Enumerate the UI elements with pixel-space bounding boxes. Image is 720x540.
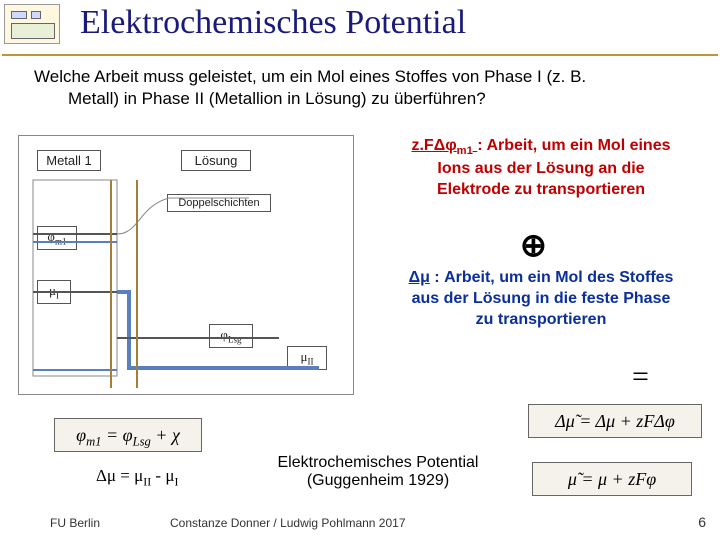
formula-tilde1: Δμ̃ = Δμ + zFΔφ xyxy=(528,404,702,438)
title-underline xyxy=(2,54,718,56)
plus-symbol: ⊕ xyxy=(520,226,547,264)
question-text: Welche Arbeit muss geleistet, um ein Mol… xyxy=(34,66,694,110)
red-explanation: z.FΔφm1 : Arbeit, um ein Mol eines Ions … xyxy=(406,136,676,200)
diagram-lines xyxy=(19,136,355,396)
question-line1: Welche Arbeit muss geleistet, um ein Mol… xyxy=(34,67,586,86)
page-title: Elektrochemisches Potential xyxy=(80,4,466,42)
blue-explanation: Δμ : Arbeit, um ein Mol des Stoffes aus … xyxy=(406,268,676,330)
footer-mid: Constanze Donner / Ludwig Pohlmann 2017 xyxy=(170,516,406,530)
footer-left: FU Berlin xyxy=(50,516,100,530)
page-number: 6 xyxy=(698,514,706,530)
logo-icon xyxy=(4,4,60,44)
energy-diagram: Metall 1 Lösung Doppelschichten φm1 μI φ… xyxy=(18,135,354,395)
question-line2: Metall) in Phase II (Metallion in Lösung… xyxy=(34,88,694,110)
formula-deltamu: Δμ = μII - μI xyxy=(96,466,178,489)
formula-tilde2: μ̃ = μ + zFφ xyxy=(532,462,692,496)
guggenheim-caption: Elektrochemisches Potential (Guggenheim … xyxy=(258,454,498,490)
equals-symbol: = xyxy=(632,360,649,394)
formula-phi: φm1 = φLsg + χ xyxy=(54,418,202,452)
